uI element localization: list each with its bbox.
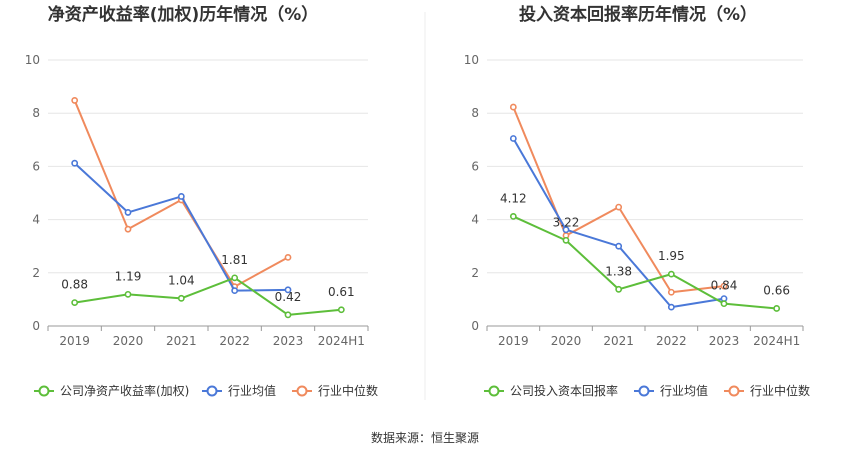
data-label: 1.04 <box>168 273 195 287</box>
series-point-1 <box>124 290 132 298</box>
y-tick-label: 8 <box>471 106 479 120</box>
series-line-2 <box>73 162 289 292</box>
x-tick-label: 2022 <box>219 334 250 348</box>
data-label: 1.19 <box>115 269 142 283</box>
series-point-1 <box>773 305 781 312</box>
chart-title: 投入资本回报率历年情况（%） <box>519 4 757 25</box>
series-point-2 <box>124 209 132 216</box>
series-point-1 <box>231 274 239 282</box>
y-tick-label: 4 <box>32 213 40 227</box>
series-point-1 <box>337 306 345 314</box>
series-point-1 <box>667 270 675 278</box>
series-point-1 <box>562 236 570 244</box>
data-label: 0.84 <box>711 279 738 293</box>
y-tick-label: 2 <box>471 266 479 280</box>
data-label: 3.22 <box>553 215 580 229</box>
chart-panel-1: 净资产收益率(加权)历年情况（%） 0 2 4 6 8 10 2019 2020 2021 2022… <box>25 4 378 398</box>
x-tick-label: 2023 <box>273 334 304 348</box>
legend-swatch-marker <box>206 385 218 397</box>
series-point-1 <box>71 299 79 306</box>
y-tick-label: 4 <box>471 213 479 227</box>
y-tick-label: 0 <box>471 319 479 333</box>
series-point-2 <box>509 135 517 142</box>
y-tick-label: 6 <box>471 159 479 173</box>
data-label: 0.88 <box>61 278 88 292</box>
legend-label: 行业均值 <box>660 383 708 398</box>
y-tick-label: 10 <box>464 53 479 67</box>
legend-label: 行业均值 <box>228 383 276 398</box>
chart-panel-2: 投入资本回报率历年情况（%） 0 2 4 6 8 10 2019 2020 2021 2022 202… <box>464 4 810 398</box>
x-tick-label: 2019 <box>59 334 90 348</box>
x-tick-label: 2023 <box>709 334 740 348</box>
series-point-2 <box>71 159 79 167</box>
legend-swatch-marker <box>296 385 308 397</box>
legend-label: 公司净资产收益率(加权) <box>60 383 189 398</box>
x-tick-label: 2021 <box>166 334 197 348</box>
legend-label: 行业中位数 <box>318 383 378 398</box>
series-point-2 <box>177 193 185 200</box>
series-point-2 <box>562 226 570 234</box>
data-label: 1.95 <box>658 249 685 263</box>
y-tick-label: 8 <box>32 106 40 120</box>
x-tick-label: 2021 <box>603 334 634 348</box>
x-tick-label: 2022 <box>656 334 687 348</box>
series-point-2 <box>615 242 623 250</box>
legend-swatch-marker <box>38 385 50 397</box>
legend-swatch-marker <box>728 385 740 397</box>
series-point-3 <box>124 225 132 233</box>
x-tick-label: 2020 <box>113 334 144 348</box>
data-label: 0.66 <box>763 283 790 297</box>
series-point-3 <box>509 103 517 111</box>
series-point-1 <box>720 300 728 308</box>
x-tick-label: 2024H1 <box>753 334 800 348</box>
series-point-3 <box>615 203 623 211</box>
series-point-2 <box>231 287 239 295</box>
series-line-2 <box>512 137 725 309</box>
chart-title: 净资产收益率(加权)历年情况（%） <box>48 4 319 25</box>
legend-label: 行业中位数 <box>750 383 810 398</box>
legend-swatch-marker <box>488 385 500 397</box>
series-point-1 <box>615 285 623 293</box>
data-source: 数据来源：恒生聚源 <box>371 430 479 445</box>
data-label: 4.12 <box>500 191 527 205</box>
x-tick-label: 2024H1 <box>318 334 365 348</box>
series-line-1 <box>74 276 342 316</box>
x-tick-label: 2019 <box>498 334 529 348</box>
data-label: 1.81 <box>221 253 248 267</box>
series-point-3 <box>71 97 79 104</box>
series-point-3 <box>720 282 728 290</box>
series-point-3 <box>284 253 292 261</box>
series-point-1 <box>509 213 517 220</box>
series-point-1 <box>284 311 292 319</box>
y-tick-label: 10 <box>25 53 40 67</box>
series-line-1 <box>512 215 777 310</box>
series-point-2 <box>284 286 292 294</box>
legend-swatch-marker <box>638 385 650 397</box>
y-tick-label: 0 <box>32 319 40 333</box>
y-tick-label: 6 <box>32 159 40 173</box>
data-label: 0.42 <box>275 290 302 304</box>
x-tick-label: 2020 <box>551 334 582 348</box>
series-point-1 <box>177 294 185 302</box>
y-tick-label: 2 <box>32 266 40 280</box>
data-label: 1.38 <box>605 264 632 278</box>
data-label: 0.61 <box>328 285 355 299</box>
series-point-3 <box>667 288 675 296</box>
legend-label: 公司投入资本回报率 <box>510 383 618 398</box>
series-point-2 <box>667 303 675 311</box>
